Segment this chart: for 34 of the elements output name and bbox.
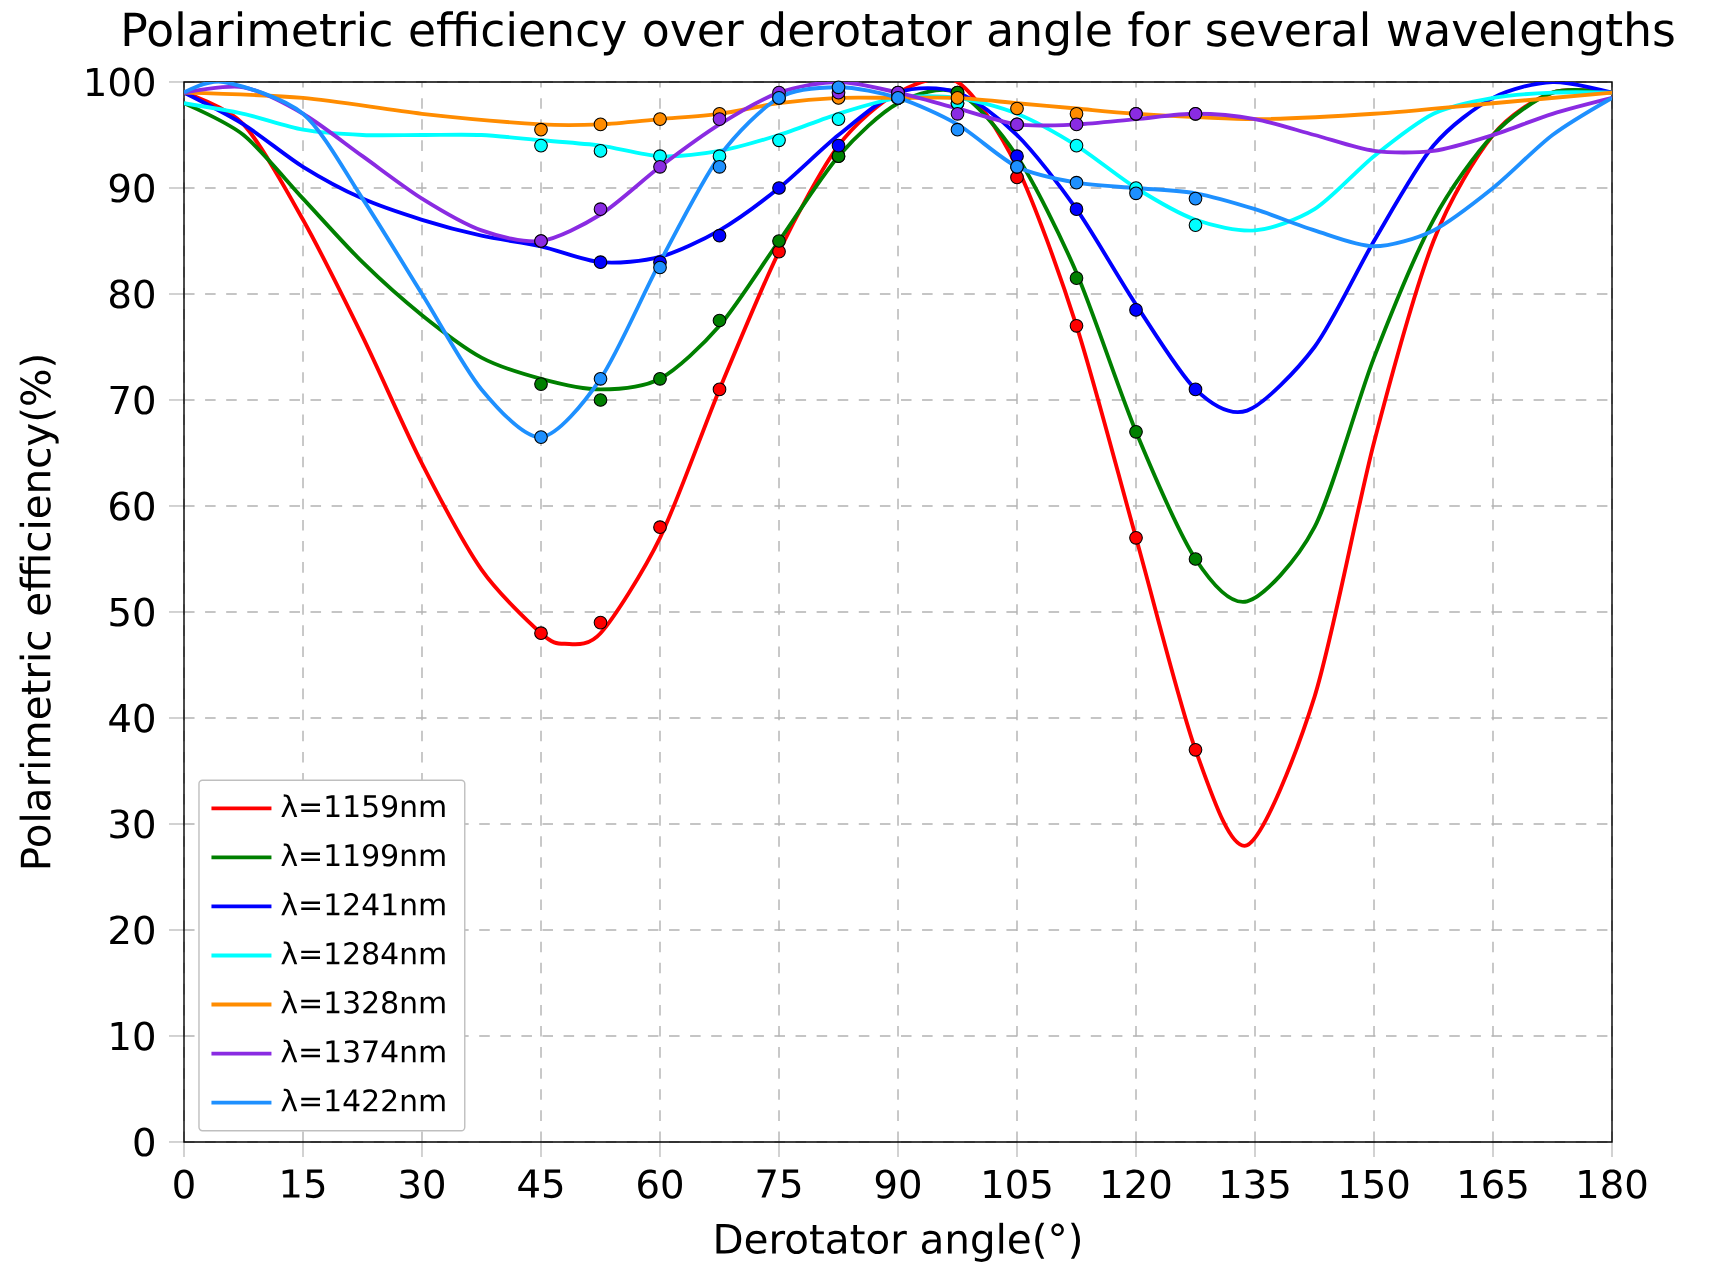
x-axis-title: Derotator angle(°) (716, 1222, 1080, 1262)
x-tick-label: 45 (518, 1169, 563, 1199)
y-tick-label: 90 (109, 173, 154, 203)
legend-label: λ=1241nm (281, 892, 445, 916)
x-tick-label: 180 (1579, 1169, 1647, 1199)
y-tick-label: 30 (110, 809, 154, 839)
x-tick-label: 60 (638, 1169, 682, 1199)
y-tick-label: 20 (110, 915, 154, 945)
x-tick-label: 30 (400, 1169, 444, 1199)
y-tick-label: 70 (110, 385, 154, 415)
x-tick-label: 150 (1341, 1169, 1409, 1199)
x-tick-label: 135 (1222, 1169, 1289, 1199)
x-tick-label: 15 (282, 1169, 325, 1199)
y-tick-label: 80 (110, 279, 154, 309)
y-tick-label: 100 (87, 67, 154, 97)
legend-label: λ=1199nm (281, 843, 445, 867)
chart-title: Polarimetric efficiency over derotator angle for several wavelengths (124, 11, 1674, 56)
x-tick-label: 0 (174, 1169, 194, 1199)
legend-label: λ=1284nm (281, 941, 445, 965)
legend-label: λ=1159nm (281, 794, 445, 818)
y-tick-label: 40 (109, 703, 154, 733)
y-axis-title: Polarimetric efficiency(%) (19, 356, 59, 868)
legend-label: λ=1422nm (281, 1088, 445, 1112)
x-tick-label: 75 (757, 1169, 801, 1199)
x-tick-label: 165 (1460, 1169, 1527, 1199)
y-tick-label: 0 (134, 1127, 154, 1157)
y-tick-label: 10 (111, 1021, 154, 1051)
x-tick-label: 120 (1103, 1169, 1171, 1199)
x-tick-label: 90 (875, 1169, 920, 1199)
legend-label: λ=1328nm (281, 990, 445, 1014)
y-tick-label: 60 (110, 491, 154, 521)
y-tick-label: 50 (110, 597, 154, 627)
x-tick-label: 105 (984, 1169, 1051, 1199)
legend-label: λ=1374nm (281, 1039, 445, 1063)
